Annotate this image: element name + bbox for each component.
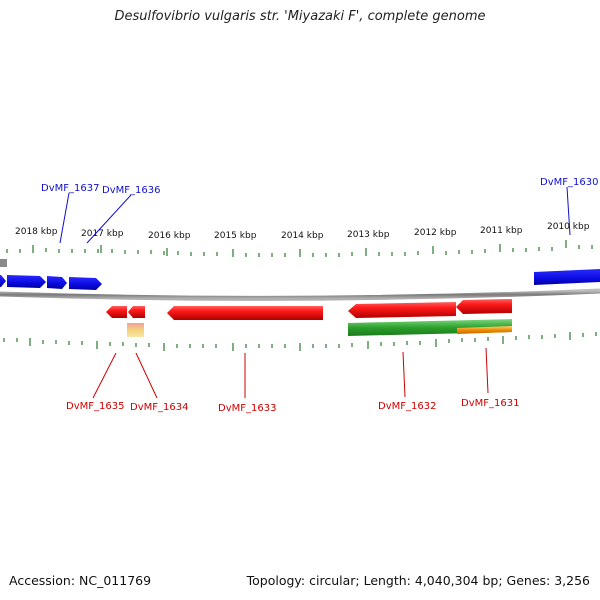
tick-label-2010: 2010 kbp [547,222,590,232]
reverse-gene [456,299,512,314]
page-title: Desulfovibrio vulgaris str. 'Miyazaki F'… [114,9,486,24]
leader-dvmf-1636 [86,194,132,244]
gene-label-dvmf-1637: DvMF_1637 [41,183,99,194]
genome-summary-text: Topology: circular; Length: 4,040,304 bp… [246,573,590,588]
tick-label-2017: 2017 kbp [81,229,124,239]
backbone-edge-segment [0,259,7,267]
leader-dvmf-1632 [402,351,406,398]
gene-label-dvmf-1636: DvMF_1636 [102,185,160,196]
reverse-strand-genes [106,299,512,320]
forward-gene [0,275,6,287]
gene-label-dvmf-1634: DvMF_1634 [130,402,188,413]
inner-tick-marks [3,332,597,351]
gene-label-dvmf-1635: DvMF_1635 [66,401,124,412]
forward-strand-genes [0,269,600,290]
tick-label-2011: 2011 kbp [480,226,523,236]
gene-label-dvmf-1633: DvMF_1633 [218,403,276,414]
genome-backbone [0,288,600,301]
tick-label-2014: 2014 kbp [281,231,324,241]
leader-dvmf-1635 [92,352,117,399]
accession-text: Accession: NC_011769 [9,573,152,588]
forward-gene [7,275,46,288]
reverse-gene [128,306,145,318]
gene-label-dvmf-1632: DvMF_1632 [378,401,436,412]
rna-features [127,319,512,337]
reverse-gene [167,306,323,320]
gene-labels: DvMF_1637 DvMF_1636 DvMF_1630 DvMF_1635 … [41,177,598,414]
tick-label-2018: 2018 kbp [15,227,58,237]
leader-dvmf-1630 [566,186,571,236]
leader-dvmf-1637 [59,192,70,244]
gene-label-dvmf-1630: DvMF_1630 [540,177,598,188]
label-leader-lines [59,186,571,399]
leader-dvmf-1634 [135,352,158,399]
feature-strip [127,323,144,337]
forward-gene [534,269,600,285]
leader-dvmf-1631 [485,347,489,394]
forward-gene [47,276,67,289]
outer-tick-row: 2018 kbp 2017 kbp 2016 kbp 2015 kbp 2014… [6,222,593,257]
tick-label-2015: 2015 kbp [214,231,257,241]
reverse-gene [348,302,456,318]
gene-label-dvmf-1631: DvMF_1631 [461,398,519,409]
outer-tick-marks [6,240,593,257]
tick-label-2012: 2012 kbp [414,228,457,238]
tick-label-2016: 2016 kbp [148,231,191,241]
forward-gene [69,277,102,290]
other-feature [457,326,512,334]
reverse-gene [106,306,127,318]
tick-label-2013: 2013 kbp [347,230,390,240]
